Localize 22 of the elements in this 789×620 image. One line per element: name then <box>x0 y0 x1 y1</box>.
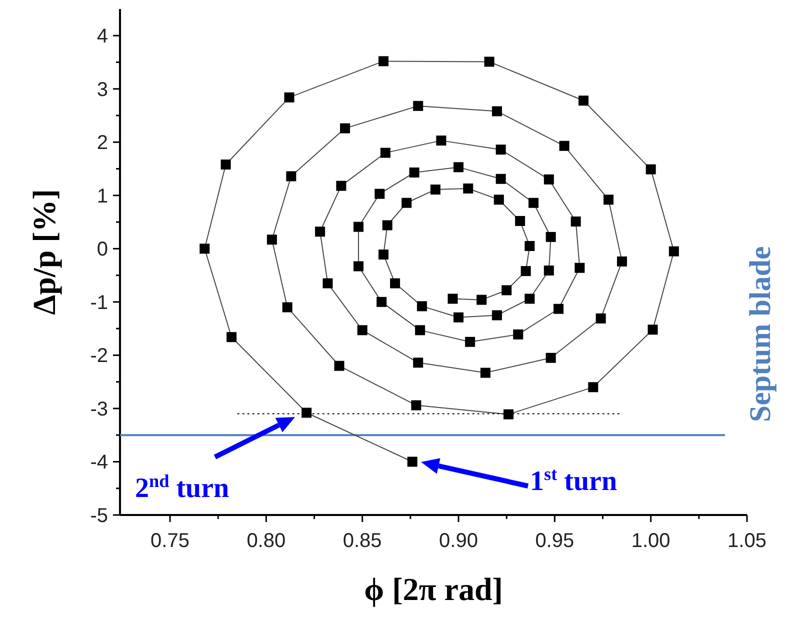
y-tick-label: 2 <box>96 132 108 154</box>
x-tick-label: 0.80 <box>246 530 286 552</box>
annotation: 1$^{st}$ turn <box>530 464 618 497</box>
x-tick-label: 1.00 <box>631 530 670 552</box>
y-tick-label: 4 <box>96 26 108 48</box>
x-tick-label: 0.95 <box>535 530 574 552</box>
x-tick-label: 0.85 <box>342 530 382 552</box>
y-axis-title: Δp/p [%] <box>26 189 62 315</box>
x-tick-label: 1.05 <box>728 530 766 552</box>
x-tick-label: 0.75 <box>150 530 190 552</box>
annotation: 2$^{nd}$ turn <box>135 471 230 504</box>
ref-line-label: Septum blade <box>744 246 777 422</box>
y-tick-label: -5 <box>90 505 108 527</box>
y-tick-label: -4 <box>90 452 108 474</box>
x-axis-title: ϕ [2π rad] <box>364 571 503 607</box>
y-tick-label: -2 <box>90 345 108 368</box>
y-tick-label: -3 <box>90 398 108 420</box>
y-tick-label: -1 <box>90 292 108 314</box>
y-tick-label: 1 <box>96 185 108 208</box>
y-tick-label: 3 <box>96 78 108 101</box>
x-tick-label: 0.90 <box>439 530 478 552</box>
y-tick-label: 0 <box>96 238 108 261</box>
